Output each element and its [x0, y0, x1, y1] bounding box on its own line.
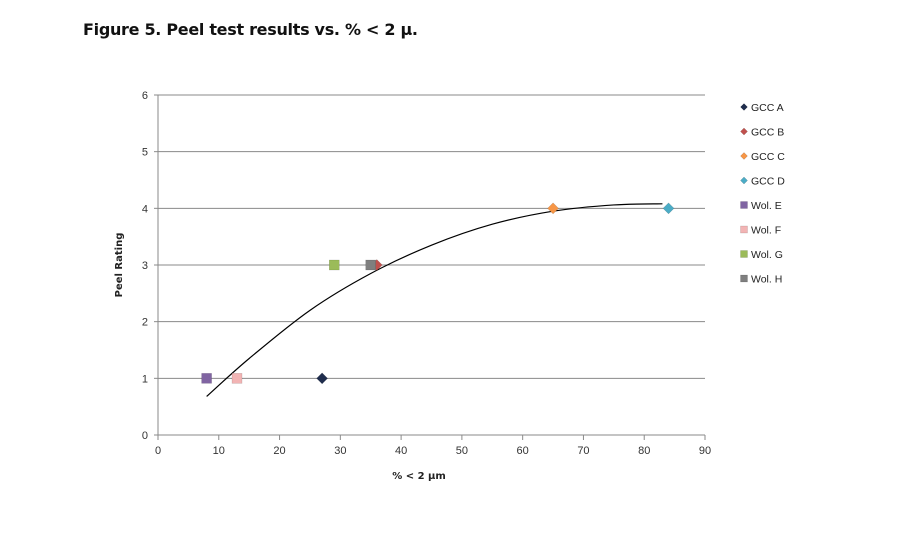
data-point-gcc-d — [662, 202, 675, 215]
axes — [154, 94, 706, 440]
legend-marker-gcc-b — [740, 127, 748, 136]
legend-label-wol-e: Wol. E — [751, 200, 782, 212]
x-axis-title: % < 2 µm — [392, 471, 446, 482]
x-tick-label: 90 — [699, 445, 711, 457]
y-tick-label: 1 — [142, 373, 148, 385]
x-tick-label: 20 — [273, 445, 285, 457]
legend-label-wol-g: Wol. G — [751, 249, 783, 261]
legend-label-wol-h: Wol. H — [751, 274, 782, 286]
legend-marker-gcc-c — [740, 152, 748, 160]
data-point-gcc-a — [316, 372, 328, 385]
legend-marker-wol-f — [740, 225, 748, 234]
data-point-wol-e — [201, 373, 212, 384]
legend-label-gcc-d: GCC D — [751, 176, 785, 188]
x-tick-label: 80 — [638, 445, 650, 457]
y-tick-label: 6 — [142, 90, 148, 102]
x-tick-label: 60 — [517, 445, 529, 457]
legend-label-gcc-a: GCC A — [751, 102, 784, 114]
legend-label-wol-f: Wol. F — [751, 225, 781, 237]
legend-marker-wol-g — [740, 250, 748, 258]
data-point-wol-f — [231, 373, 243, 384]
gridlines — [158, 94, 705, 379]
y-tick-label: 0 — [142, 430, 148, 442]
x-tick-label: 30 — [334, 445, 346, 457]
x-tick-label: 70 — [577, 445, 589, 457]
legend-label-gcc-b: GCC B — [751, 127, 784, 139]
y-tick-label: 5 — [142, 147, 148, 159]
data-point-wol-h — [365, 259, 376, 271]
y-tick-labels: 0 1 2 3 4 5 6 — [142, 90, 148, 442]
data-point-wol-g — [329, 259, 340, 271]
y-axis-title: Peel Rating — [114, 233, 125, 298]
data-points — [201, 202, 675, 385]
legend-marker-wol-h — [740, 274, 748, 283]
legend-marker-gcc-a — [740, 103, 748, 111]
y-tick-label: 3 — [142, 260, 148, 272]
figure-caption: Figure 5. Peel test results vs. % < 2 μ. — [83, 20, 418, 39]
x-tick-label: 10 — [213, 445, 225, 457]
y-tick-label: 2 — [142, 317, 148, 329]
x-tick-labels: 0 10 20 30 40 50 60 70 80 90 — [155, 445, 711, 457]
trendline — [206, 203, 663, 397]
y-tick-label: 4 — [142, 203, 148, 215]
legend-marker-wol-e — [740, 201, 748, 209]
data-point-gcc-c — [547, 202, 559, 215]
x-tick-label: 40 — [395, 445, 407, 457]
x-tick-label: 50 — [456, 445, 468, 457]
legend-marker-gcc-d — [740, 176, 748, 185]
legend-label-gcc-c: GCC C — [751, 151, 785, 163]
x-tick-label: 0 — [155, 445, 161, 457]
legend: GCC A GCC B GCC C GCC D Wol. E Wol. F Wol. G Wo… — [740, 102, 785, 286]
